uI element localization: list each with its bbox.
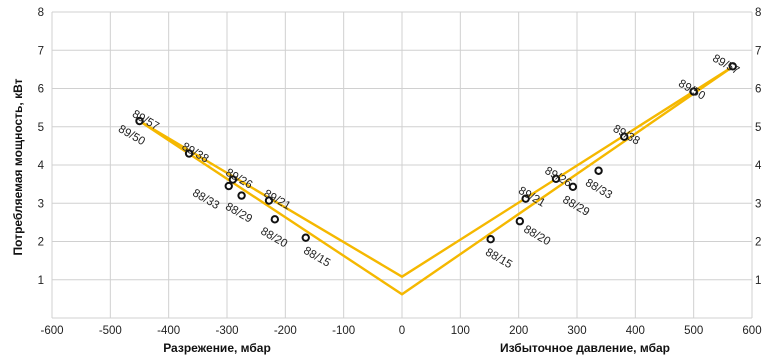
- data-point-label: 88/15: [483, 246, 514, 271]
- y-tick-label-left: 2: [38, 237, 44, 249]
- data-points: [135, 62, 737, 244]
- x-tick-label: 200: [509, 325, 528, 337]
- y-axis-title: Потребляемая мощность, кВт: [11, 78, 25, 255]
- data-point-marker: [228, 175, 238, 184]
- y-tick-label-left: 6: [38, 84, 44, 96]
- y-tick-label-left: 5: [38, 122, 44, 134]
- data-point-label: 88/33: [583, 177, 614, 202]
- x-tick-label: 400: [626, 325, 645, 337]
- x-tick-label: -100: [332, 325, 355, 337]
- series-line: [138, 64, 736, 296]
- y-tick-label-right: 2: [755, 237, 761, 249]
- x-tick-label: -300: [215, 325, 238, 337]
- y-tick-label-left: 7: [38, 45, 44, 57]
- y-tick-label-right: 6: [755, 84, 761, 96]
- x-tick-label: -600: [40, 325, 63, 337]
- y-tick-label-right: 7: [755, 45, 761, 57]
- data-point-label: 88/33: [190, 187, 221, 212]
- data-point-marker: [568, 182, 578, 192]
- data-point-marker: [515, 217, 525, 226]
- data-point-marker: [689, 87, 698, 96]
- data-point-label: 89/57: [710, 53, 741, 78]
- data-point-marker: [594, 166, 603, 175]
- x-axis-title-left: Разрежение, мбар: [163, 341, 271, 355]
- y-tick-label-right: 1: [755, 275, 761, 287]
- data-point-label: 88/20: [521, 223, 552, 248]
- x-tick-label: -200: [274, 325, 297, 337]
- data-point-marker: [551, 174, 561, 183]
- data-point-label: 88/20: [258, 226, 289, 251]
- x-tick-label: 500: [684, 325, 703, 337]
- y-tick-label-right: 3: [755, 198, 761, 210]
- grid: [51, 11, 753, 319]
- x-tick-label: 600: [742, 325, 761, 337]
- data-point-marker: [521, 194, 530, 203]
- data-point-marker: [728, 62, 737, 71]
- data-point-marker: [237, 191, 246, 200]
- y-tick-label-left: 1: [38, 275, 44, 287]
- x-axis-title-right: Избыточное давление, мбар: [500, 341, 670, 355]
- data-point-marker: [620, 132, 629, 141]
- x-tick-label: -500: [99, 325, 122, 337]
- x-tick-label: -400: [157, 325, 180, 337]
- data-point-label: 88/29: [560, 194, 591, 219]
- y-tick-label-right: 5: [755, 122, 761, 134]
- data-point-label: 89/57: [130, 108, 161, 133]
- axis-ticks: -600 -500 -400 -300 -200 -100 0 100 200 300 400 500…: [38, 7, 762, 337]
- x-tick-label: 0: [399, 325, 405, 337]
- y-tick-label-left: 8: [38, 7, 44, 19]
- y-tick-label-right: 8: [755, 7, 761, 19]
- data-point-marker: [135, 116, 144, 126]
- data-point-label: 89/38: [180, 141, 211, 166]
- data-point-marker: [224, 181, 233, 191]
- data-point-label: 88/15: [301, 245, 332, 270]
- data-point-marker: [184, 149, 194, 158]
- data-point-label: 88/29: [223, 201, 254, 226]
- data-point-marker: [264, 196, 274, 205]
- x-tick-label: 100: [451, 325, 470, 337]
- x-tick-label: 300: [567, 325, 586, 337]
- data-point-label: 89/21: [262, 188, 293, 213]
- y-tick-label-right: 4: [755, 160, 762, 172]
- y-tick-label-left: 3: [38, 198, 44, 210]
- data-point-marker: [486, 235, 495, 244]
- y-tick-label-left: 4: [38, 160, 45, 172]
- data-point-marker: [301, 233, 310, 242]
- data-point-marker: [270, 215, 280, 224]
